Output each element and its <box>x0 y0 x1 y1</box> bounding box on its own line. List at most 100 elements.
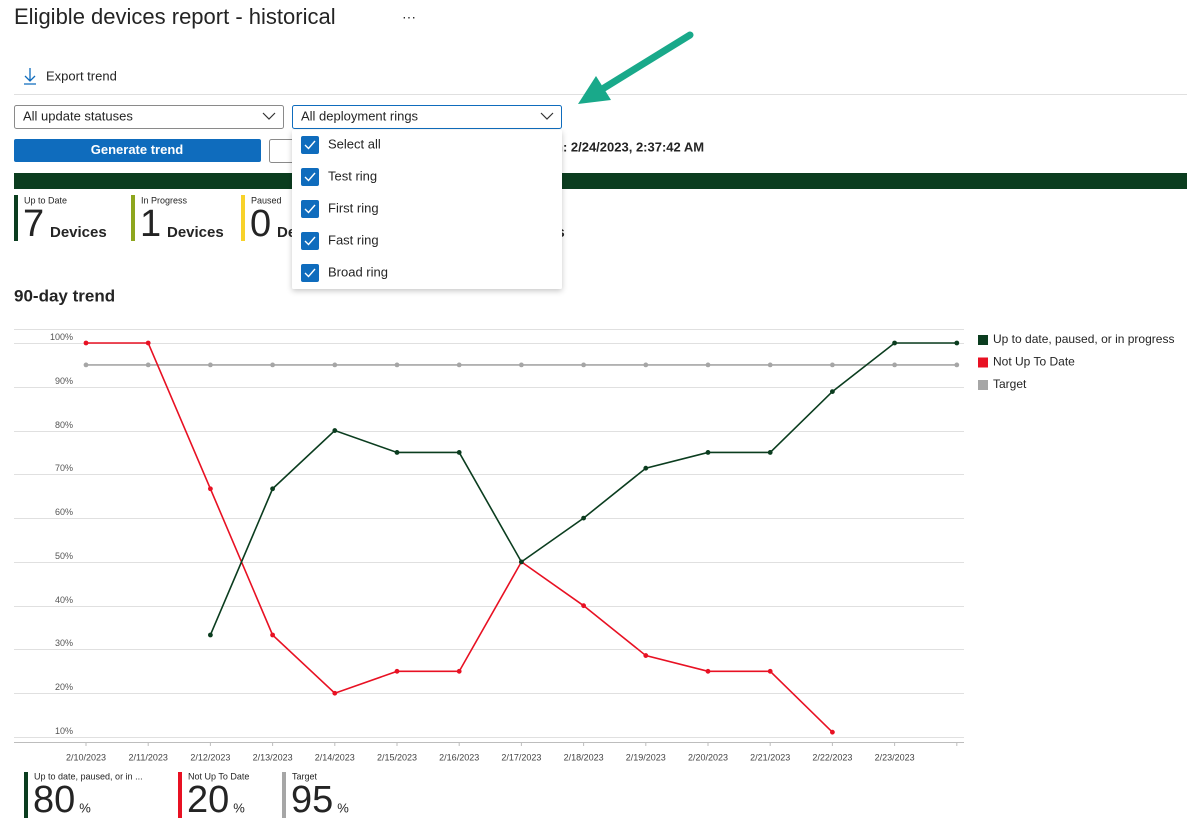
data-point <box>394 362 400 368</box>
download-icon <box>24 68 36 85</box>
y-tick-label: 40% <box>55 595 73 605</box>
data-point <box>83 362 89 368</box>
menu-item[interactable]: Broad ring <box>301 264 388 282</box>
chevron <box>262 112 276 120</box>
card-accent <box>241 195 245 241</box>
x-tick-label: 2/18/2023 <box>564 752 604 762</box>
x-tick-label: 2/16/2023 <box>439 752 479 762</box>
legend-label[interactable]: Up to date, paused, or in progress <box>993 332 1174 346</box>
checkmark <box>304 204 316 214</box>
summary-unit: % <box>79 800 91 815</box>
data-point <box>270 486 275 492</box>
menu-item[interactable]: Select all <box>301 136 381 154</box>
checkbox <box>301 200 319 218</box>
arrow-shaft <box>600 31 694 92</box>
status-dropdown[interactable]: All update statuses <box>14 105 284 129</box>
checkbox <box>301 136 319 154</box>
annotation-arrow <box>578 31 694 104</box>
legend-label[interactable]: Target <box>993 377 1027 391</box>
menu-item[interactable]: Test ring <box>301 168 377 186</box>
legend-swatch <box>978 380 988 390</box>
data-point <box>767 450 773 455</box>
generate-button[interactable]: Generate trend <box>14 139 261 162</box>
checkmark <box>304 172 316 182</box>
summary-label: Target <box>292 771 318 781</box>
menu-item[interactable]: Fast ring <box>301 232 379 250</box>
summary: Up to date, paused, or in ...80 % Not Up T… <box>24 771 349 821</box>
data-point <box>270 362 275 368</box>
data-point <box>208 632 213 638</box>
rings-menu: Select all Test ring First ring Fast ring Br… <box>292 130 562 289</box>
menu-panel <box>292 130 562 289</box>
checkbox <box>301 168 319 186</box>
data-point <box>767 668 773 674</box>
data-point <box>954 340 960 346</box>
export-button[interactable]: Export trend <box>24 68 117 85</box>
x-tick-label: 2/19/2023 <box>626 752 666 762</box>
data-point <box>643 362 649 368</box>
summary-label: Not Up To Date <box>188 771 249 781</box>
arrow-head <box>578 76 611 104</box>
data-point <box>332 362 338 368</box>
dropdown-box <box>292 105 562 129</box>
x-tick-label: 2/14/2023 <box>315 752 355 762</box>
x-tick-label: 2/15/2023 <box>377 752 417 762</box>
y-tick-label: 100% <box>50 332 73 342</box>
checkmark <box>304 140 316 150</box>
x-tick-label: 2/23/2023 <box>875 752 915 762</box>
data-point <box>581 362 586 368</box>
rings-dropdown[interactable]: All deployment rings <box>292 105 562 129</box>
legend-swatch <box>978 357 988 368</box>
card-accent <box>14 195 18 241</box>
checkmark <box>304 236 316 246</box>
checkmark <box>304 268 316 278</box>
data-point <box>456 450 462 455</box>
summary-accent <box>178 772 182 818</box>
x-tick-label: 2/12/2023 <box>190 752 230 762</box>
x-tick-label: 2/13/2023 <box>253 752 293 762</box>
menu-item-label: Test ring <box>328 168 377 183</box>
x-tick-label: 2/10/2023 <box>66 752 106 762</box>
data-point <box>456 668 462 674</box>
more-button[interactable]: ··· <box>402 9 416 25</box>
data-point <box>892 362 897 368</box>
y-tick-label: 30% <box>55 638 73 648</box>
page-title: Eligible devices report - historical <box>14 4 336 29</box>
x-tick-label: 2/17/2023 <box>501 752 541 762</box>
legend-label[interactable]: Not Up To Date <box>993 355 1075 369</box>
data-point <box>208 486 213 492</box>
export-label: Export trend <box>46 68 117 83</box>
checkbox <box>301 232 319 250</box>
summary-unit: % <box>337 800 349 815</box>
data-point <box>332 690 338 696</box>
data-point <box>954 362 960 368</box>
menu-item-label: First ring <box>328 200 379 215</box>
chart-title: 90-day trend <box>14 286 115 305</box>
data-point <box>83 340 89 346</box>
y-tick-label: 70% <box>55 463 73 473</box>
menu-item-label: Fast ring <box>328 232 379 247</box>
data-point <box>145 362 151 368</box>
data-point <box>394 668 400 674</box>
card-count: 7 <box>23 203 44 245</box>
y-tick-label: 20% <box>55 682 73 692</box>
status-bar <box>14 173 1187 189</box>
data-point <box>581 515 586 521</box>
summary-accent <box>24 772 28 818</box>
data-point <box>643 465 649 471</box>
menu-item[interactable]: First ring <box>301 200 379 218</box>
card-label: Up to Date <box>24 195 67 205</box>
x-tick-label: 2/20/2023 <box>688 752 728 762</box>
dropdown-label: All update statuses <box>23 108 133 123</box>
data-point <box>767 362 773 368</box>
data-point <box>643 653 649 658</box>
generated-time: n: 2/24/2023, 2:37:42 AM <box>555 139 704 154</box>
data-point <box>830 389 835 394</box>
data-point <box>581 603 586 609</box>
data-point <box>145 340 151 346</box>
data-point <box>394 450 400 455</box>
summary-value: 20 <box>187 779 229 821</box>
data-point <box>705 362 711 368</box>
button-bg <box>14 139 261 162</box>
